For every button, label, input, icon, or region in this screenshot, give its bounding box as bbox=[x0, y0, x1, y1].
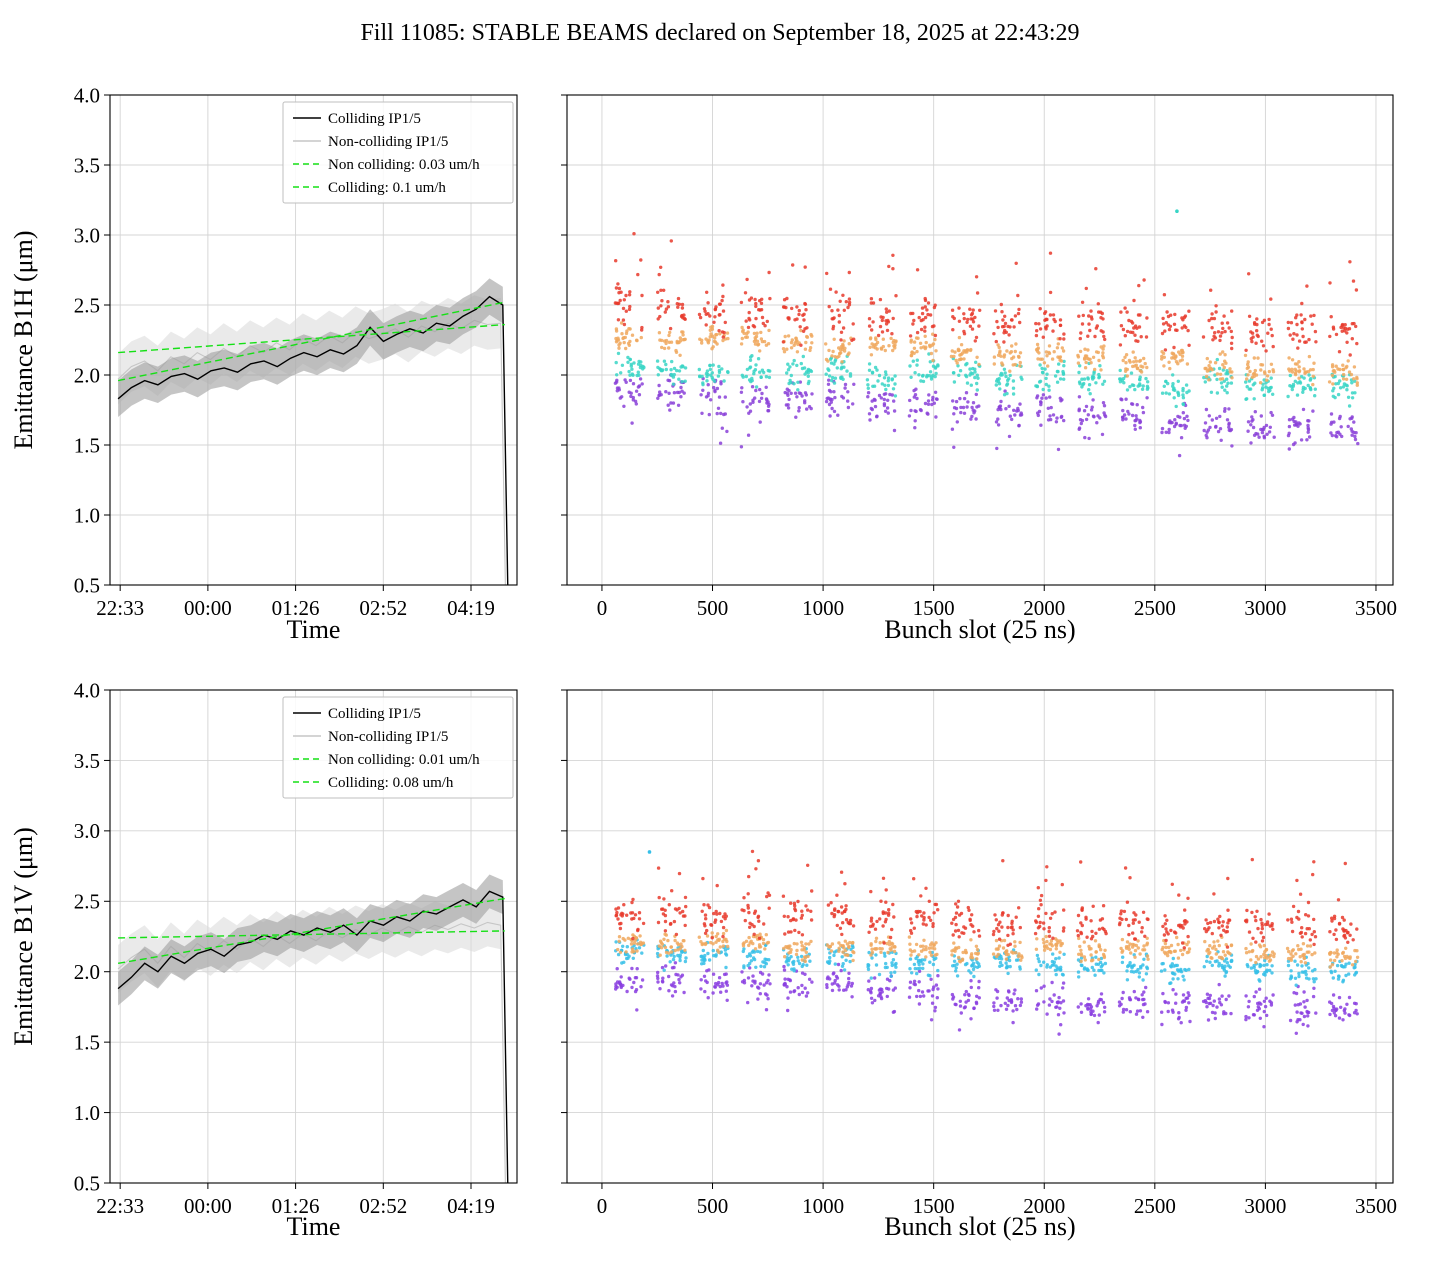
svg-text:1.0: 1.0 bbox=[74, 1101, 100, 1125]
b1v-time-plot: 22:33 00:00 01:26 02:52 04:19 0.5 1.0 1.5 2.0 2.5… bbox=[9, 678, 518, 1241]
svg-text:Non colliding: 0.01 um/h: Non colliding: 0.01 um/h bbox=[328, 752, 480, 768]
svg-text:Colliding: 0.1 um/h: Colliding: 0.1 um/h bbox=[328, 180, 446, 196]
svg-text:500: 500 bbox=[697, 1194, 729, 1218]
svg-text:2.5: 2.5 bbox=[74, 293, 100, 317]
svg-text:Time: Time bbox=[287, 615, 341, 644]
svg-text:2500: 2500 bbox=[1134, 1194, 1176, 1218]
svg-text:00:00: 00:00 bbox=[184, 596, 232, 620]
svg-text:Bunch slot (25 ns): Bunch slot (25 ns) bbox=[884, 615, 1075, 644]
svg-text:Colliding IP1/5: Colliding IP1/5 bbox=[328, 111, 421, 127]
svg-text:4.0: 4.0 bbox=[74, 83, 100, 107]
svg-text:Non-colliding IP1/5: Non-colliding IP1/5 bbox=[328, 729, 448, 745]
svg-text:22:33: 22:33 bbox=[96, 596, 144, 620]
svg-text:Time: Time bbox=[287, 1212, 341, 1241]
svg-text:3000: 3000 bbox=[1244, 1194, 1286, 1218]
svg-text:04:19: 04:19 bbox=[447, 1194, 495, 1218]
svg-text:01:26: 01:26 bbox=[272, 596, 320, 620]
svg-text:0.5: 0.5 bbox=[74, 1171, 100, 1195]
svg-text:0: 0 bbox=[597, 1194, 608, 1218]
svg-text:1500: 1500 bbox=[913, 1194, 955, 1218]
svg-text:3.0: 3.0 bbox=[74, 223, 100, 247]
svg-text:1.0: 1.0 bbox=[74, 503, 100, 527]
svg-text:2000: 2000 bbox=[1023, 1194, 1065, 1218]
b1v-bunch-plot: 0 500 1000 1500 2000 2500 3000 3500 Bunch slot (… bbox=[561, 689, 1397, 1241]
svg-text:Colliding IP1/5: Colliding IP1/5 bbox=[328, 706, 421, 722]
svg-text:3500: 3500 bbox=[1355, 596, 1397, 620]
svg-text:3.0: 3.0 bbox=[74, 819, 100, 843]
svg-text:500: 500 bbox=[697, 596, 729, 620]
svg-text:Emittance B1H (μm): Emittance B1H (μm) bbox=[9, 231, 38, 450]
svg-text:04:19: 04:19 bbox=[447, 596, 495, 620]
b1h-bunch-plot: 0 500 1000 1500 2000 2500 3000 3500 Bunch slot (… bbox=[561, 94, 1397, 644]
svg-text:22:33: 22:33 bbox=[96, 1194, 144, 1218]
svg-text:Bunch slot (25 ns): Bunch slot (25 ns) bbox=[884, 1212, 1075, 1241]
svg-text:3.5: 3.5 bbox=[74, 153, 100, 177]
b1h-time-plot: 22:33 00:00 01:26 02:52 04:19 0.5 1.0 1.5 2.0 2.5… bbox=[9, 83, 518, 644]
svg-text:Emittance B1V (μm): Emittance B1V (μm) bbox=[9, 827, 38, 1046]
svg-text:1.5: 1.5 bbox=[74, 433, 100, 457]
svg-text:3.5: 3.5 bbox=[74, 749, 100, 773]
svg-text:Colliding: 0.08 um/h: Colliding: 0.08 um/h bbox=[328, 775, 454, 791]
svg-text:Non-colliding IP1/5: Non-colliding IP1/5 bbox=[328, 134, 448, 150]
svg-text:0: 0 bbox=[597, 596, 608, 620]
svg-text:1500: 1500 bbox=[913, 596, 955, 620]
svg-text:1000: 1000 bbox=[802, 596, 844, 620]
svg-text:1.5: 1.5 bbox=[74, 1030, 100, 1054]
svg-text:Non colliding: 0.03 um/h: Non colliding: 0.03 um/h bbox=[328, 157, 480, 173]
svg-text:3000: 3000 bbox=[1244, 596, 1286, 620]
svg-text:02:52: 02:52 bbox=[359, 596, 407, 620]
svg-text:01:26: 01:26 bbox=[272, 1194, 320, 1218]
svg-text:2500: 2500 bbox=[1134, 596, 1176, 620]
svg-text:00:00: 00:00 bbox=[184, 1194, 232, 1218]
svg-text:02:52: 02:52 bbox=[359, 1194, 407, 1218]
svg-text:2.0: 2.0 bbox=[74, 363, 100, 387]
svg-text:3500: 3500 bbox=[1355, 1194, 1397, 1218]
svg-text:2.5: 2.5 bbox=[74, 890, 100, 914]
svg-text:4.0: 4.0 bbox=[74, 678, 100, 702]
figure-title: Fill 11085: STABLE BEAMS declared on Sep… bbox=[360, 20, 1080, 46]
svg-text:1000: 1000 bbox=[802, 1194, 844, 1218]
svg-text:2000: 2000 bbox=[1023, 596, 1065, 620]
svg-text:0.5: 0.5 bbox=[74, 573, 100, 597]
svg-text:2.0: 2.0 bbox=[74, 960, 100, 984]
